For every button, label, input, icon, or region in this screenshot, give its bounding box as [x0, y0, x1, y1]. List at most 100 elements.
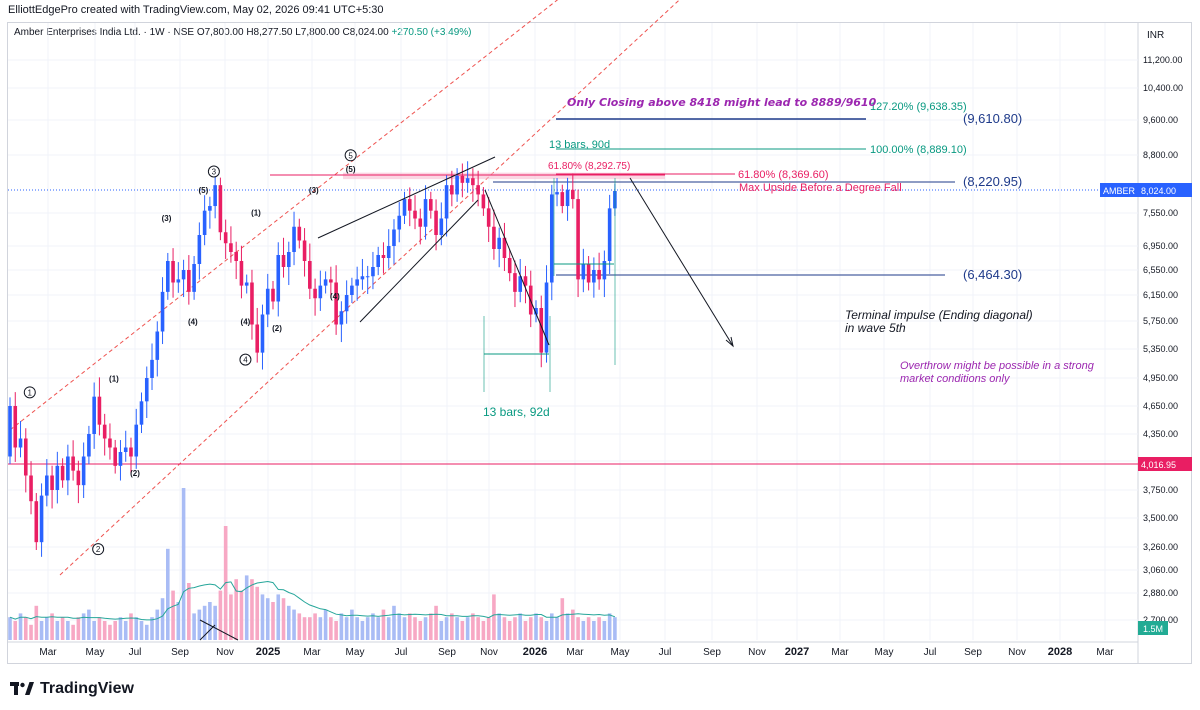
volume-bar [166, 548, 170, 640]
volume-badge [1138, 621, 1168, 635]
volume-bar [439, 621, 444, 640]
candle-body [576, 199, 580, 280]
volume-bar [134, 617, 139, 640]
volume-bar [281, 598, 286, 640]
volume-bar [171, 590, 175, 640]
annotation-terminal-1: Terminal impulse (Ending diagonal) [845, 308, 1033, 322]
currency-label: INR [1147, 30, 1165, 41]
candle-body [87, 434, 91, 457]
candle-body [413, 210, 417, 219]
volume-bar [92, 621, 96, 640]
wave-label: (3) [309, 186, 319, 195]
arrowhead [725, 336, 734, 348]
candle-body [208, 206, 212, 211]
candle-body [350, 285, 354, 295]
volume-bar [118, 617, 123, 640]
volume-bar [339, 613, 344, 640]
reference-price-badge [1138, 457, 1192, 471]
volume-bar [329, 617, 333, 640]
candle-body [507, 258, 512, 274]
volume-bar [81, 613, 86, 640]
candle-body [381, 255, 386, 258]
candle-body [534, 308, 538, 315]
x-tick-label: Mar [303, 647, 321, 658]
candle-body [518, 276, 523, 292]
volume-bar [76, 617, 81, 640]
candle-body [176, 279, 181, 283]
symbol-ohlc-text: Amber Enterprises India Ltd. · 1W · NSE … [14, 27, 389, 38]
x-tick-label: Mar [1096, 647, 1114, 658]
annotation-bars-bottom: 13 bars, 92d [483, 405, 550, 419]
wave-label-circle [92, 543, 105, 556]
symbol-ohlc-line: Amber Enterprises India Ltd. · 1W · NSE … [14, 27, 472, 38]
volume-bar [255, 586, 260, 640]
x-tick-label: 2025 [256, 646, 280, 658]
volume-bar [555, 617, 559, 640]
y-tick-label: 11,200.00 [1143, 55, 1182, 65]
volume-bar [486, 617, 491, 640]
candle-body [586, 264, 591, 283]
volume-bar [344, 617, 349, 640]
volume-trend-line [199, 624, 216, 641]
x-tick-label: May [875, 647, 894, 658]
wave-label: (4) [330, 292, 340, 301]
volume-bar [323, 609, 328, 640]
wave-label: 1 [28, 388, 33, 397]
candle-body [281, 255, 286, 267]
projection-line [484, 189, 550, 346]
wave-label: (1) [109, 374, 119, 383]
wave-label-circle [344, 149, 357, 162]
volume-bar [397, 613, 402, 640]
volume-ma-line [9, 580, 616, 621]
y-tick-label: 5,750.00 [1143, 316, 1178, 326]
fib-inline-label: 61.80% (8,292.75) [548, 161, 630, 172]
candle-body [392, 229, 396, 246]
candle-body [260, 314, 265, 353]
candle-body [523, 276, 528, 286]
projection-arrow [629, 177, 734, 347]
candle-body [171, 261, 175, 283]
volume-bar [139, 621, 144, 640]
volume-bar [560, 598, 565, 640]
candle-body [250, 282, 254, 325]
candle-body [308, 261, 312, 289]
volume-bar [502, 617, 507, 640]
level-label: 127.20% (9,638.35) [870, 101, 967, 113]
volume-bar [592, 621, 596, 640]
candle-body [213, 185, 217, 207]
candle-body [192, 264, 196, 292]
volume-bar [192, 613, 196, 640]
candle-body [471, 178, 475, 186]
candle-body [45, 475, 49, 496]
candle-body [607, 208, 612, 261]
volume-bar [376, 617, 380, 640]
candle-body [134, 424, 139, 457]
candle-body [150, 359, 154, 378]
volume-bar [481, 621, 486, 640]
volume-bar [155, 609, 160, 640]
volume-bar [213, 605, 217, 640]
candle-body [55, 465, 60, 490]
volume-badge-label: 1.5M [1143, 624, 1163, 634]
wave-label: (5) [198, 186, 208, 195]
volume-bar [71, 624, 75, 640]
candle-body [271, 288, 275, 302]
volume-bar [365, 617, 370, 640]
volume-bar [318, 617, 323, 640]
candle-body [455, 175, 459, 195]
candle-body [34, 501, 39, 543]
candle-body [234, 252, 238, 261]
y-tick-label: 3,500.00 [1143, 513, 1178, 523]
y-tick-label: 3,260.00 [1143, 542, 1178, 552]
wave-label: 2 [96, 545, 101, 554]
candle-body [339, 311, 344, 325]
candle-body [223, 232, 228, 244]
candle-body [292, 226, 296, 252]
x-tick-label: Sep [171, 647, 189, 658]
y-tick-label: 3,060.00 [1143, 565, 1178, 575]
candle-body [92, 396, 96, 434]
volume-bar [239, 590, 244, 640]
candle-body [407, 199, 412, 211]
candle-body [549, 194, 554, 283]
